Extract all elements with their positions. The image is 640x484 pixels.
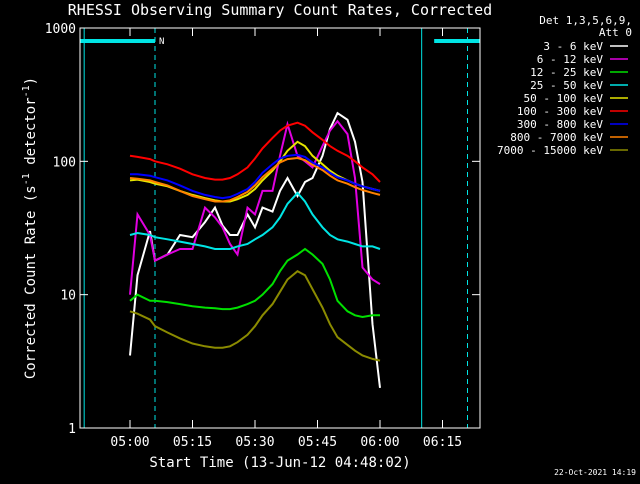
chart-title: RHESSI Observing Summary Count Rates, Co… — [68, 1, 492, 19]
y-axis-title: Corrected Count Rate (s-1 detector-1) — [21, 77, 39, 379]
series-line-2 — [129, 247, 380, 319]
series-line-3 — [129, 191, 381, 250]
plot-frame — [79, 27, 481, 429]
series-line-1 — [129, 119, 381, 295]
x-tick-label: 05:00 — [110, 435, 149, 450]
y-tick-label: 1000 — [45, 22, 76, 37]
y-tick-label: 10 — [60, 289, 76, 304]
footer-date: 22-Oct-2021 14:19 — [554, 468, 636, 477]
legend-header: Det 1,3,5,6,9, — [539, 14, 632, 27]
x-tick-label: 05:15 — [173, 435, 212, 450]
y-tick-label: 1 — [68, 422, 76, 437]
legend-label: 50 - 100 keV — [524, 92, 604, 105]
series-line-5 — [129, 121, 381, 183]
legend-label: 100 - 300 keV — [517, 105, 603, 118]
series-line-8 — [129, 270, 381, 362]
x-tick-label: 05:45 — [298, 435, 337, 450]
x-tick-label: 05:30 — [235, 435, 274, 450]
x-axis-title: Start Time (13-Jun-12 04:48:02) — [149, 455, 410, 471]
legend-label: 7000 - 15000 keV — [497, 144, 603, 157]
series-line-6 — [130, 153, 381, 200]
y-tick-label: 100 — [53, 155, 76, 170]
flag-label: N — [159, 37, 164, 47]
x-tick-label: 06:15 — [423, 435, 462, 450]
x-tick-label: 06:00 — [360, 435, 399, 450]
legend-label: 6 - 12 keV — [537, 53, 604, 66]
legend-label: 12 - 25 keV — [530, 66, 603, 79]
series-line-4 — [129, 140, 381, 203]
legend-label: 300 - 800 keV — [517, 118, 603, 131]
series-line-7 — [129, 156, 381, 203]
legend-label: 3 - 6 keV — [543, 40, 603, 53]
legend-label: 25 - 50 keV — [530, 79, 603, 92]
legend-header: Att 0 — [599, 26, 632, 39]
legend-label: 800 - 7000 keV — [510, 131, 603, 144]
